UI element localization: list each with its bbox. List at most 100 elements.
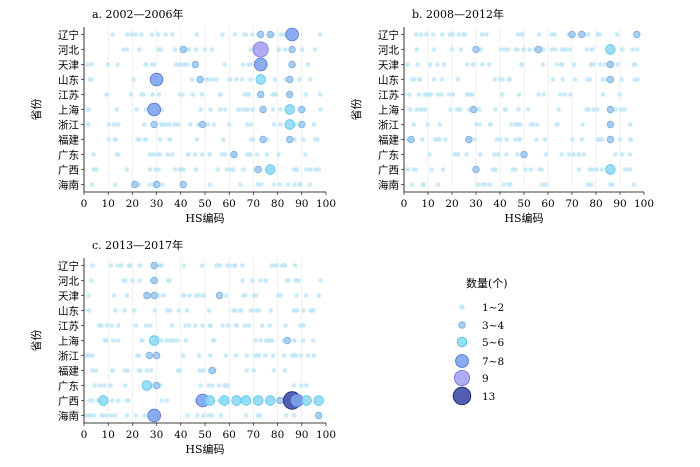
point-small: [173, 62, 179, 67]
data-point: [196, 75, 204, 84]
point-small: [92, 383, 97, 388]
point-small: [571, 152, 576, 157]
y-tick-label: 辽宁: [378, 29, 399, 42]
point-small: [427, 152, 432, 157]
panel-title: c. 2013—2017年: [92, 238, 183, 252]
y-tick-label: 辽宁: [58, 29, 79, 42]
point-small: [123, 383, 128, 388]
point-small: [265, 338, 271, 343]
x-tick-label: 50: [198, 429, 211, 441]
point-small: [169, 323, 175, 328]
point-small: [209, 413, 215, 418]
point-small: [488, 122, 494, 127]
point-small: [90, 353, 95, 358]
data-point: [288, 60, 296, 69]
point-small: [170, 338, 175, 343]
point-small: [202, 47, 208, 52]
point-small: [271, 122, 277, 127]
point-small: [248, 308, 254, 313]
point-small: [139, 32, 144, 37]
point-small: [499, 92, 505, 97]
point-small: [241, 167, 246, 172]
point-small: [589, 62, 594, 67]
point-small: [207, 152, 213, 157]
point-small: [431, 47, 437, 52]
point-small: [525, 107, 531, 112]
point-small: [503, 107, 509, 112]
x-tick-label: 10: [102, 429, 115, 441]
point-small: [240, 62, 246, 67]
point-small: [277, 182, 282, 187]
point-small: [613, 152, 618, 157]
point-small: [617, 92, 622, 97]
point-small: [181, 353, 186, 358]
point-small: [220, 137, 226, 142]
point-small: [271, 368, 277, 373]
x-tick-label: 10: [102, 198, 115, 210]
point-small: [474, 122, 479, 127]
point-small: [318, 278, 324, 283]
point-small: [613, 107, 619, 112]
point-small: [271, 182, 277, 187]
x-tick-label: 0: [401, 198, 408, 210]
x-tick-label: 90: [295, 198, 308, 210]
point-small: [198, 107, 204, 112]
y-tick-label: 海南: [378, 179, 399, 192]
data-point: [179, 45, 187, 54]
y-tick-label: 福建: [58, 134, 79, 147]
point-small: [133, 413, 139, 418]
point-small: [194, 32, 200, 37]
point-small: [116, 122, 121, 127]
point-small: [299, 47, 305, 52]
data-point: [152, 351, 161, 360]
data-point: [252, 41, 269, 58]
point-small: [238, 107, 243, 112]
point-small: [91, 413, 97, 418]
y-tick-label: 江苏: [58, 320, 79, 333]
y-tick-label: 河北: [378, 45, 399, 57]
point-small: [281, 263, 286, 268]
point-small: [110, 368, 115, 373]
data-point: [606, 120, 615, 129]
point-small: [214, 263, 219, 268]
point-small: [128, 92, 134, 97]
point-small: [405, 167, 411, 172]
point-small: [308, 167, 313, 172]
legend-label: 1~2: [482, 302, 504, 314]
point-small: [256, 413, 262, 418]
point-small: [90, 182, 95, 187]
point-small: [542, 137, 548, 142]
point-small: [157, 263, 163, 268]
point-small: [464, 92, 470, 97]
data-point: [577, 30, 586, 39]
point-small: [513, 167, 518, 172]
point-small: [156, 92, 162, 97]
point-small: [193, 47, 199, 52]
point-small: [186, 47, 192, 52]
point-small: [552, 32, 557, 37]
point-small: [250, 278, 255, 283]
point-small: [620, 47, 625, 52]
point-small: [248, 47, 254, 52]
panel-c: 0 10 20 30 40 50 60 70 80 90 100 辽宁河北天津山东江苏上海浙江福建广东…: [30, 238, 336, 456]
point-small: [423, 32, 429, 37]
point-small: [311, 353, 317, 358]
point-small: [584, 77, 590, 82]
x-tick-label: 10: [421, 198, 434, 210]
point-small: [136, 353, 142, 358]
point-small: [559, 62, 564, 67]
point-small: [250, 107, 255, 112]
y-tick-label: 山东: [58, 74, 79, 87]
point-small: [201, 368, 207, 373]
legend-label: 13: [482, 391, 495, 403]
x-tick-label: 100: [316, 198, 336, 210]
point-small: [169, 152, 175, 157]
point-small: [255, 182, 260, 187]
point-small: [425, 122, 431, 127]
point-small: [200, 323, 205, 328]
point-small: [602, 62, 608, 67]
point-small: [112, 413, 118, 418]
point-small: [308, 77, 313, 82]
point-small: [427, 62, 433, 67]
x-axis-label: HS编码: [185, 211, 224, 225]
